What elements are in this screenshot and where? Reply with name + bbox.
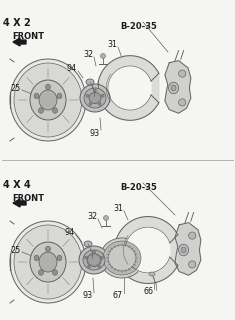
Ellipse shape	[46, 246, 51, 252]
Ellipse shape	[171, 85, 176, 91]
Text: 66: 66	[143, 287, 153, 297]
Text: 94: 94	[67, 63, 77, 73]
Ellipse shape	[80, 84, 110, 112]
Ellipse shape	[149, 272, 155, 276]
Ellipse shape	[86, 79, 94, 85]
Ellipse shape	[100, 238, 144, 278]
Ellipse shape	[84, 88, 106, 108]
Ellipse shape	[10, 221, 86, 303]
Text: 4 X 2: 4 X 2	[3, 18, 31, 28]
Ellipse shape	[39, 108, 43, 113]
Ellipse shape	[14, 63, 82, 137]
Ellipse shape	[57, 93, 62, 99]
Ellipse shape	[34, 255, 39, 261]
Polygon shape	[108, 66, 151, 110]
Ellipse shape	[89, 92, 101, 103]
Ellipse shape	[39, 90, 57, 110]
Text: 4 X 4: 4 X 4	[3, 180, 31, 190]
Circle shape	[86, 94, 89, 97]
Ellipse shape	[46, 84, 51, 90]
Ellipse shape	[14, 225, 82, 299]
Ellipse shape	[168, 82, 179, 94]
Circle shape	[93, 251, 95, 253]
Ellipse shape	[103, 241, 141, 275]
Ellipse shape	[108, 245, 136, 271]
Ellipse shape	[79, 246, 109, 274]
Circle shape	[87, 265, 90, 268]
Text: 93: 93	[83, 292, 93, 300]
Circle shape	[189, 261, 196, 268]
Polygon shape	[175, 223, 201, 275]
Text: 32: 32	[87, 212, 97, 220]
Circle shape	[101, 94, 104, 97]
Text: 67: 67	[113, 292, 123, 300]
Polygon shape	[125, 227, 170, 273]
Circle shape	[98, 265, 101, 268]
Polygon shape	[98, 56, 159, 120]
Text: 94: 94	[65, 228, 75, 236]
Polygon shape	[13, 38, 26, 46]
Ellipse shape	[39, 270, 43, 275]
Polygon shape	[115, 217, 178, 284]
Text: 93: 93	[90, 129, 100, 138]
Text: 25: 25	[10, 245, 20, 254]
Circle shape	[84, 256, 87, 259]
Text: FRONT: FRONT	[12, 194, 44, 203]
Ellipse shape	[39, 252, 57, 272]
Ellipse shape	[30, 242, 66, 282]
Text: 32: 32	[83, 50, 93, 59]
Ellipse shape	[53, 108, 58, 113]
Circle shape	[189, 232, 196, 239]
Ellipse shape	[34, 93, 39, 99]
Text: B-20-35: B-20-35	[120, 22, 157, 31]
Polygon shape	[165, 61, 191, 113]
Ellipse shape	[57, 255, 62, 261]
Ellipse shape	[10, 59, 86, 141]
Text: B-20-35: B-20-35	[120, 183, 157, 192]
Text: 31: 31	[107, 39, 117, 49]
Text: 25: 25	[10, 84, 20, 92]
Circle shape	[179, 70, 186, 77]
Ellipse shape	[84, 241, 92, 247]
Ellipse shape	[181, 247, 186, 253]
Ellipse shape	[53, 270, 58, 275]
Circle shape	[89, 103, 92, 106]
Circle shape	[103, 215, 109, 220]
Text: 31: 31	[113, 204, 123, 212]
Ellipse shape	[30, 80, 66, 120]
Circle shape	[179, 99, 186, 106]
Ellipse shape	[87, 253, 101, 267]
Text: FRONT: FRONT	[12, 32, 44, 41]
Circle shape	[94, 89, 97, 92]
Circle shape	[98, 103, 101, 106]
Circle shape	[101, 53, 106, 59]
Polygon shape	[13, 199, 26, 207]
Ellipse shape	[83, 250, 105, 270]
Circle shape	[101, 256, 104, 259]
Ellipse shape	[179, 244, 189, 256]
